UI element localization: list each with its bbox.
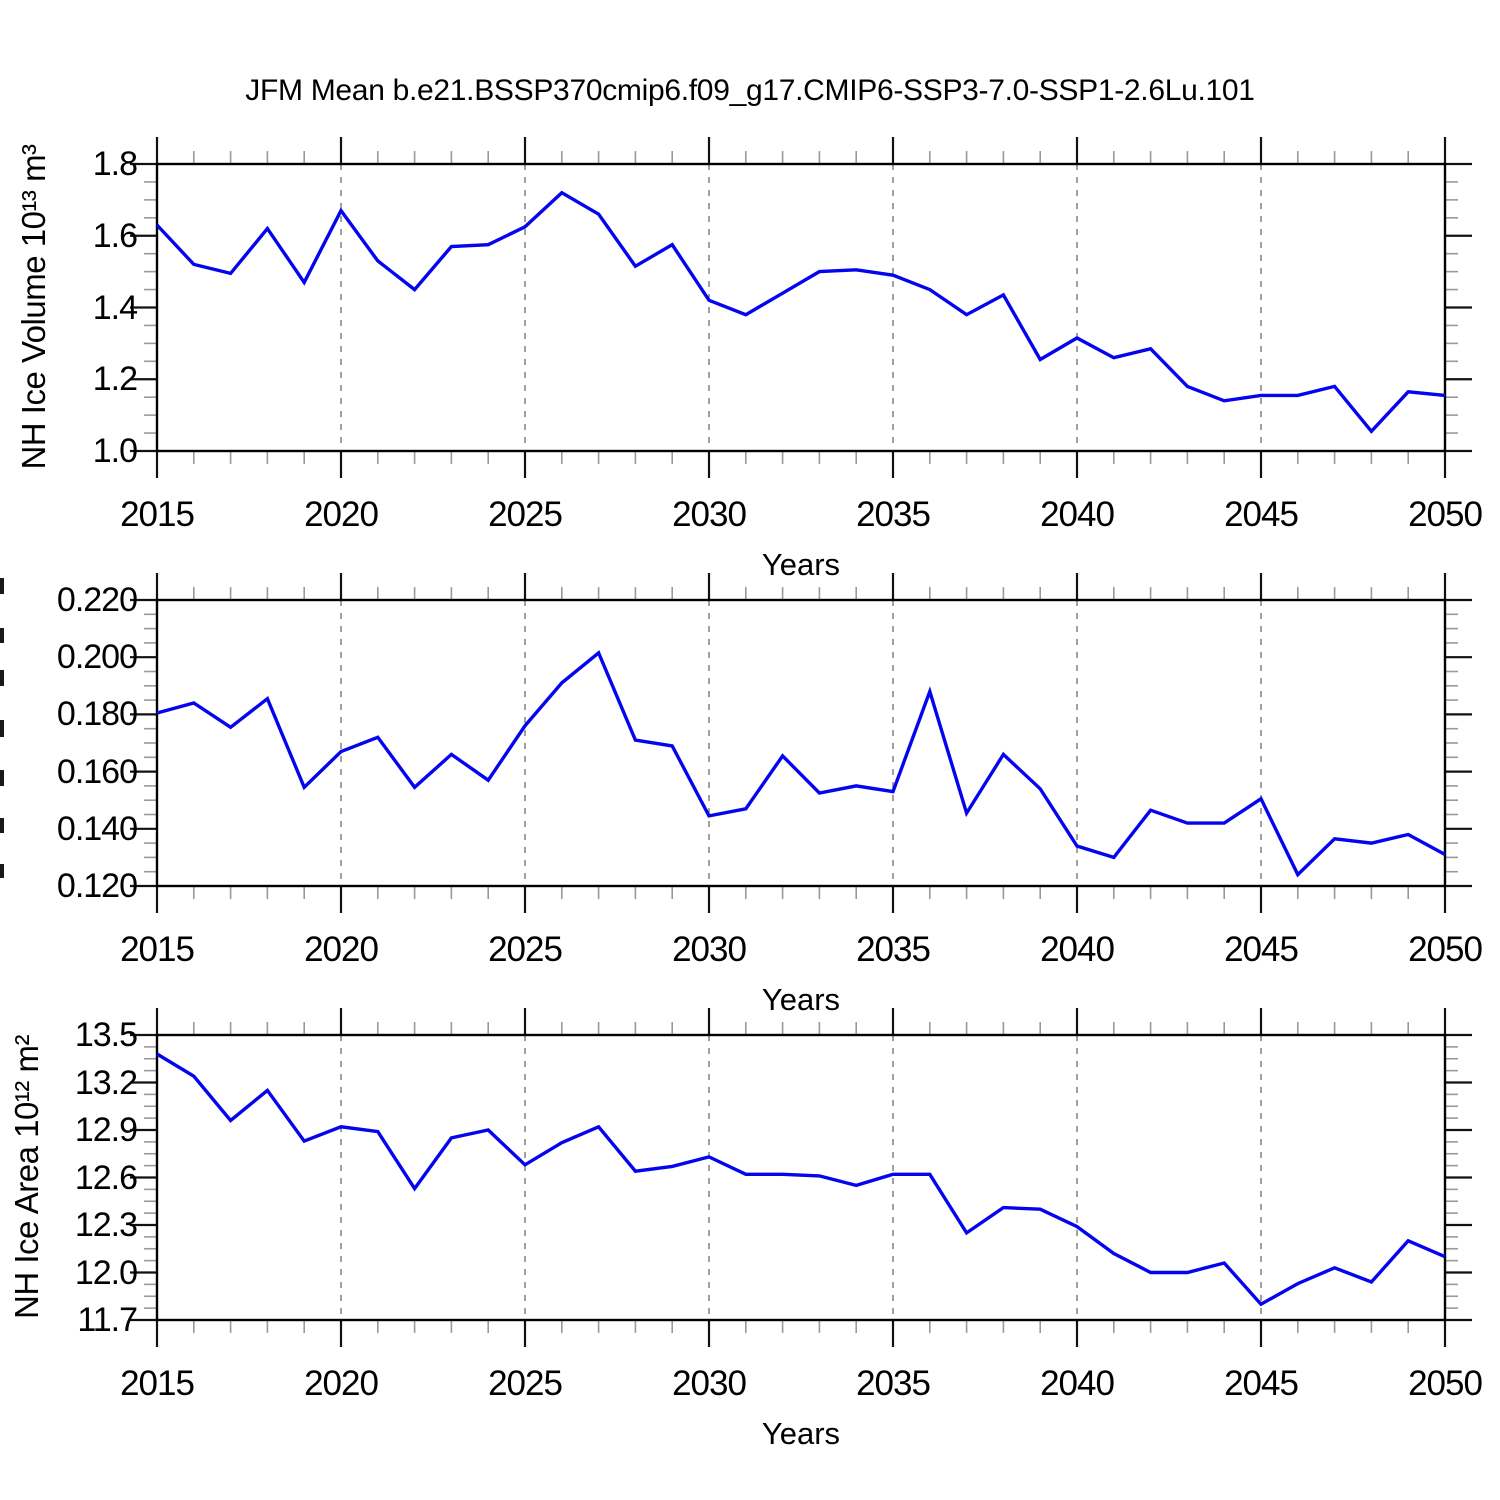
- y-tick-label: 1.2: [92, 360, 138, 399]
- chart-title: JFM Mean b.e21.BSSP370cmip6.f09_g17.CMIP…: [245, 74, 1255, 107]
- x-tick-label: 2030: [672, 930, 747, 969]
- y-tick-label: 13.5: [74, 1016, 138, 1054]
- y-tick-label: 12.0: [74, 1253, 138, 1292]
- x-tick-label: 2045: [1224, 930, 1299, 969]
- x-axis-label-years: Years: [761, 547, 841, 582]
- x-tick-label: 2020: [304, 930, 379, 969]
- x-tick-label: 2020: [304, 495, 379, 534]
- x-tick-label: 2025: [488, 1364, 563, 1403]
- y-tick-label: 0.180: [56, 695, 138, 734]
- x-tick-label: 2050: [1408, 495, 1483, 534]
- y-tick-label: 0.200: [56, 638, 138, 677]
- x-tick-label: 2040: [1040, 930, 1115, 969]
- x-tick-label: 2025: [488, 495, 563, 534]
- y-tick-label: 1.8: [92, 145, 138, 183]
- y-tick-label: 0.120: [56, 867, 138, 905]
- y-tick-label: 1.6: [92, 216, 138, 255]
- x-tick-label: 2030: [672, 495, 747, 534]
- y-tick-label: 11.7: [77, 1301, 138, 1339]
- data-line-top: [155, 190, 1446, 434]
- y-tick-label: 0.140: [56, 809, 138, 848]
- x-tick-label: 2015: [120, 495, 195, 534]
- y-tick-label: 12.6: [74, 1158, 138, 1197]
- x-axis-label-years: Years: [761, 982, 841, 1017]
- x-tick-label: 2040: [1040, 495, 1115, 534]
- data-line-bottom: [156, 1052, 1446, 1307]
- x-tick-label: 2040: [1040, 1364, 1115, 1403]
- x-tick-label: 2015: [120, 1364, 195, 1403]
- y-tick-label: 1.0: [92, 432, 138, 470]
- x-tick-label: 2025: [488, 930, 563, 969]
- x-tick-label: 2035: [856, 1364, 931, 1403]
- x-tick-label: 2045: [1224, 495, 1299, 534]
- x-tick-label: 2030: [672, 1364, 747, 1403]
- x-tick-label: 2035: [856, 930, 931, 969]
- x-tick-label: 2015: [120, 930, 195, 969]
- y-tick-label: 1.4: [92, 288, 138, 327]
- y-tick-label: 0.220: [56, 581, 138, 619]
- y-tick-label: 0.160: [56, 752, 138, 791]
- y-tick-label: 13.2: [74, 1063, 138, 1102]
- x-tick-label: 2050: [1408, 930, 1483, 969]
- y-tick-label: 12.9: [74, 1111, 138, 1149]
- x-tick-label: 2020: [304, 1364, 379, 1403]
- x-tick-label: 2035: [856, 495, 931, 534]
- x-axis-label-years: Years: [761, 1416, 841, 1451]
- y-tick-label: 12.3: [74, 1206, 138, 1244]
- x-tick-label: 2050: [1408, 1364, 1483, 1403]
- data-line-middle: [156, 650, 1446, 878]
- x-tick-label: 2045: [1224, 1364, 1299, 1403]
